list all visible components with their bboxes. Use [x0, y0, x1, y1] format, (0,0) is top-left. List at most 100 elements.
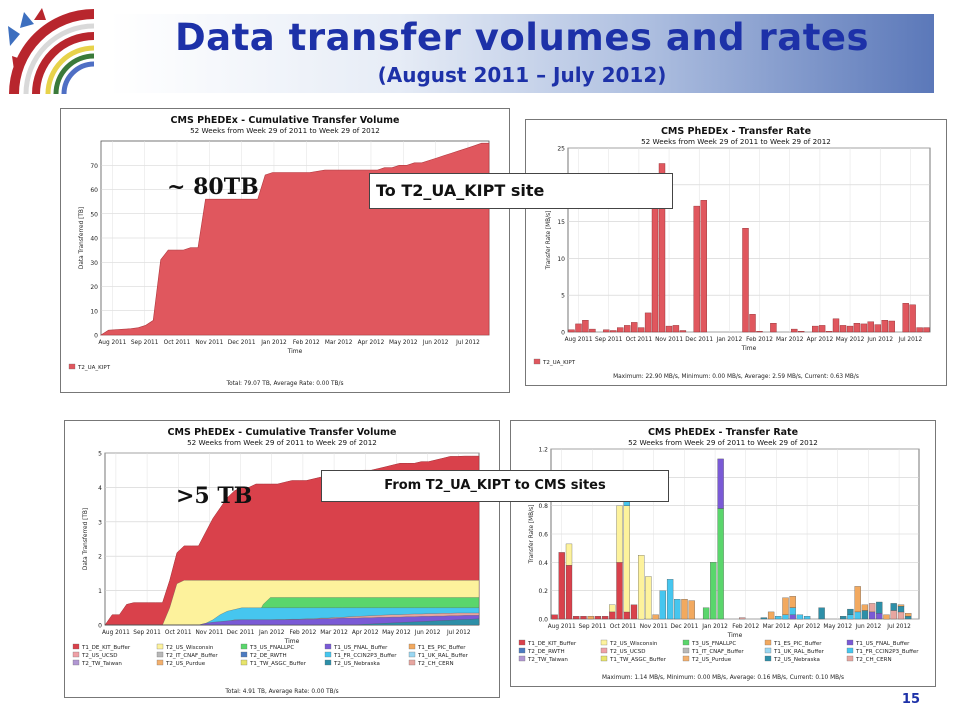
bar-segment — [789, 614, 796, 620]
x-axis-label: Time — [741, 345, 757, 352]
bar-segment — [868, 611, 876, 620]
bar-segment — [717, 508, 724, 620]
bar-segment — [638, 555, 645, 620]
x-tick-label: Nov 2011 — [655, 337, 683, 343]
x-tick-label: Mar 2012 — [320, 630, 348, 636]
bar — [582, 319, 589, 333]
bar — [916, 327, 923, 333]
bar-segment — [645, 576, 652, 620]
legend-swatch — [682, 647, 690, 654]
x-tick-label: Oct 2011 — [165, 630, 192, 636]
legend-label: T3_US_FNALLPC — [691, 641, 736, 647]
x-tick-label: Nov 2011 — [195, 630, 223, 636]
x-tick-label: Mar 2012 — [763, 624, 791, 630]
legend-label: T2_US_Purdue — [165, 661, 206, 667]
bar — [798, 331, 805, 333]
legend-label: T1_US_FNAL_Buffer — [855, 641, 910, 647]
y-tick-label: 70 — [90, 163, 98, 170]
x-tick-label: Oct 2011 — [610, 624, 637, 630]
x-tick-label: Oct 2011 — [626, 337, 653, 343]
bar — [610, 330, 617, 333]
x-axis-label: Time — [284, 638, 300, 645]
x-tick-label: Apr 2012 — [807, 337, 834, 343]
x-tick-label: Jul 2012 — [455, 340, 480, 346]
bar-segment — [580, 616, 587, 620]
chart-bottom-volume-svg: CMS PhEDEx - Cumulative Transfer Volume5… — [72, 427, 480, 695]
x-tick-label: Jun 2012 — [422, 340, 449, 346]
bar-segment — [847, 614, 854, 620]
legend-label: T2_CH_CERN — [855, 657, 892, 663]
legend-swatch — [72, 651, 80, 658]
x-tick-label: Aug 2011 — [98, 340, 126, 346]
x-tick-label: Mar 2012 — [776, 337, 804, 343]
y-tick-label: 40 — [90, 236, 98, 243]
y-tick-label: 2 — [98, 554, 102, 561]
bar-segment — [897, 611, 905, 620]
bar — [818, 325, 826, 333]
y-tick-label: 4 — [98, 485, 102, 492]
bar — [672, 325, 680, 333]
legend-swatch — [682, 655, 690, 662]
x-tick-label: Sep 2011 — [131, 340, 159, 346]
y-tick-label: 10 — [90, 308, 98, 315]
x-tick-label: Apr 2012 — [794, 624, 821, 630]
bar — [770, 322, 777, 333]
x-tick-label: Dec 2011 — [685, 337, 713, 343]
bar-segment — [890, 610, 897, 620]
bar-segment — [876, 613, 883, 620]
bar — [853, 322, 861, 333]
y-tick-label: 1.2 — [538, 447, 548, 454]
x-axis-label: Time — [727, 632, 743, 639]
x-tick-label: Sep 2011 — [579, 624, 607, 630]
bar — [742, 227, 749, 333]
legend-label: T3_US_FNALLPC — [249, 645, 294, 651]
legend-swatch — [600, 655, 608, 662]
area-series-t2-us-nebraska — [105, 618, 480, 626]
chart-footer: Maximum: 22.90 MB/s, Minimum: 0.00 MB/s,… — [613, 374, 859, 380]
bar — [568, 329, 575, 333]
bar-segment — [861, 610, 869, 620]
chart-title: CMS PhEDEx - Cumulative Transfer Volume — [168, 427, 397, 438]
x-tick-label: Sep 2011 — [133, 630, 161, 636]
bar-segment — [739, 617, 746, 620]
cms-detector-logo — [6, 6, 114, 96]
legend-label: T2_DE_RWTH — [527, 649, 565, 655]
legend-label: T2_UA_KIPT — [77, 365, 111, 371]
annotation-top-volume: ~ 80TB — [167, 174, 259, 200]
bar-segment — [905, 616, 912, 620]
bar-segment — [674, 599, 681, 620]
bar-segment — [789, 607, 796, 615]
legend-swatch — [533, 358, 541, 365]
legend-swatch — [682, 639, 690, 646]
bar-segment — [601, 616, 609, 620]
bar-segment — [558, 552, 565, 620]
y-tick-label: 3 — [98, 519, 102, 526]
legend-swatch — [600, 647, 608, 654]
legend-label: T1_TW_ASGC_Buffer — [249, 661, 307, 667]
chart-bottom-rate: CMS PhEDEx - Transfer Rate 52 Weeks from … — [510, 420, 936, 687]
x-tick-label: Feb 2012 — [746, 337, 773, 343]
legend-swatch — [240, 659, 248, 666]
chart-subtitle: 52 Weeks from Week 29 of 2011 to Week 29… — [187, 438, 377, 447]
x-tick-label: Jul 2012 — [898, 337, 923, 343]
slide-title: Data transfer volumes and rates — [174, 16, 870, 59]
legend-swatch — [156, 643, 164, 650]
bar-segment — [897, 604, 905, 607]
bar-segment — [796, 614, 804, 620]
legend-label: T2_US_UCSD — [81, 653, 117, 659]
bar — [909, 304, 916, 333]
y-tick-label: 25 — [557, 146, 565, 153]
bar — [700, 200, 708, 333]
x-tick-label: Apr 2012 — [352, 630, 379, 636]
bar-segment — [623, 505, 630, 613]
y-tick-label: 0.2 — [538, 588, 548, 595]
bar-segment — [666, 579, 674, 620]
bar — [812, 325, 819, 333]
legend-label: T2_TW_Taiwan — [81, 661, 122, 667]
bar-segment — [623, 611, 630, 620]
chart-title: CMS PhEDEx - Transfer Rate — [648, 427, 798, 438]
legend-swatch — [846, 639, 854, 646]
legend-label: T2_UA_KIPT — [542, 360, 576, 366]
bar-segment — [803, 616, 811, 620]
